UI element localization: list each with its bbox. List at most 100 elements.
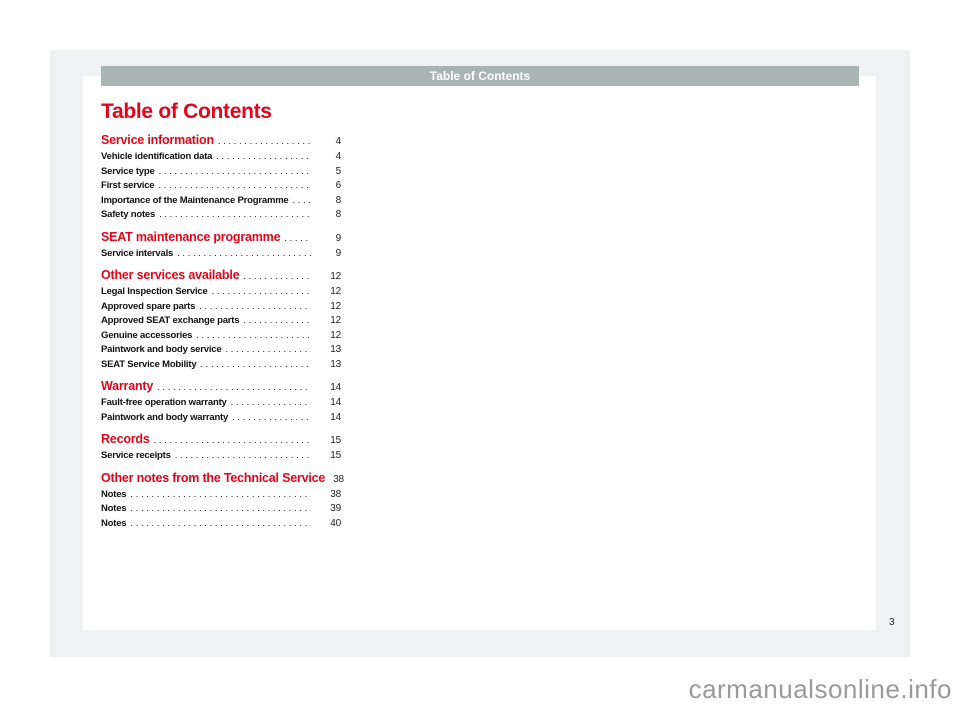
dot-leader [225,344,311,355]
toc-page-number: 15 [330,450,341,461]
toc-label: Service receipts [101,450,171,461]
toc-label: Service information [101,133,214,147]
dot-leader [200,359,311,370]
toc-entry[interactable]: Importance of the Maintenance Programme 8 [101,195,341,210]
toc-section[interactable]: Other notes from the Technical Service 38 [101,470,344,489]
dot-leader [159,209,311,220]
toc-entry[interactable]: First service 6 [101,180,341,195]
toc-page-number: 13 [330,358,341,370]
toc-page-number: 12 [330,300,341,312]
toc-label: Service type [101,165,155,177]
dot-leader [293,195,311,206]
toc-entry[interactable]: Genuine accessories 12 [101,330,341,345]
toc-section[interactable]: SEAT maintenance programme 9 [101,230,341,248]
toc-label: Genuine accessories [101,329,193,341]
toc-section[interactable]: Service information 4 [101,133,341,151]
toc-page-number: 4 [335,136,342,147]
table-of-contents: Service information4Vehicle identificati… [101,133,344,533]
running-header: Table of Contents [101,66,859,86]
dot-leader [130,503,311,514]
toc-page-number: 12 [330,329,341,341]
toc-section[interactable]: Warranty 14 [101,379,341,397]
toc-label: Notes [101,488,127,500]
toc-page-number: 8 [335,194,342,206]
toc-label: Notes [101,503,127,514]
toc-page-number: 12 [330,271,341,282]
toc-label: Paintwork and body warranty [101,411,229,423]
toc-label: Safety notes [101,209,156,220]
page-title: Table of Contents [101,100,272,123]
toc-page-number: 13 [330,344,341,355]
watermark: carmanualsonline.info [688,674,952,704]
toc-label: Paintwork and body service [101,344,222,355]
toc-section[interactable]: Other services available 12 [101,268,341,286]
dot-leader [284,233,311,244]
toc-entry[interactable]: Notes 39 [101,503,341,518]
toc-label: Warranty [101,379,154,393]
toc-label: Fault-free operation warranty [101,397,227,408]
dot-leader [158,180,311,191]
toc-page-number: 12 [330,286,341,297]
toc-label: First service [101,180,155,191]
toc-page-number: 5 [335,165,342,177]
dot-leader [130,518,311,529]
dot-leader [130,489,311,500]
dot-leader [212,286,311,297]
dot-leader [218,136,311,147]
toc-label: Other services available [101,268,240,282]
toc-label: SEAT maintenance programme [101,229,281,244]
toc-page-number: 14 [330,382,341,393]
toc-entry[interactable]: Paintwork and body service 13 [101,344,341,359]
toc-page-number: 40 [330,517,341,529]
dot-leader [157,382,311,393]
toc-entry[interactable]: Paintwork and body warranty 14 [101,412,341,427]
toc-page-number: 8 [335,209,342,220]
toc-label: Approved SEAT exchange parts [101,315,240,326]
toc-page-number: 4 [335,151,342,162]
dot-leader [231,397,311,408]
dot-leader [159,166,311,177]
dot-leader [216,151,311,162]
toc-page-number: 9 [335,232,342,244]
toc-page-number: 15 [330,435,341,446]
toc-entry[interactable]: SEAT Service Mobility 13 [101,359,341,374]
dot-leader [175,450,311,461]
toc-label: Service intervals [101,247,174,259]
dot-leader [243,271,311,282]
toc-label: Notes [101,517,127,529]
toc-section[interactable]: Records 15 [101,432,341,450]
toc-entry[interactable]: Approved spare parts 12 [101,301,341,316]
toc-label: Vehicle identification data [101,151,213,162]
toc-label: Records [101,432,150,446]
toc-page-number: 6 [335,180,342,191]
toc-page-number: 39 [330,503,341,514]
dot-leader [199,301,311,312]
toc-entry[interactable]: Notes 38 [101,489,341,504]
toc-entry[interactable]: Service intervals 9 [101,248,341,263]
toc-label: Approved spare parts [101,300,196,312]
toc-page-number: 14 [330,397,341,408]
toc-page-number: 9 [335,247,342,259]
dot-leader [232,412,311,423]
dot-leader [243,315,311,326]
dot-leader [177,248,311,259]
toc-entry[interactable]: Service receipts 15 [101,450,341,465]
toc-entry[interactable]: Notes 40 [101,518,341,533]
toc-entry[interactable]: Safety notes 8 [101,209,341,224]
toc-label: Importance of the Maintenance Programme [101,194,289,206]
toc-label: SEAT Service Mobility [101,358,197,370]
toc-page-number: 38 [330,488,341,500]
toc-entry[interactable]: Vehicle identification data 4 [101,151,341,166]
page-number: 3 [889,617,895,628]
toc-page-number: 14 [330,411,341,423]
dot-leader [196,330,311,341]
toc-entry[interactable]: Approved SEAT exchange parts 12 [101,315,341,330]
toc-page-number: 12 [330,315,341,326]
dot-leader [154,435,311,446]
toc-label: Legal Inspection Service [101,286,208,297]
toc-page-number: 38 [333,473,344,485]
toc-entry[interactable]: Fault-free operation warranty 14 [101,397,341,412]
toc-entry[interactable]: Service type 5 [101,166,341,181]
toc-entry[interactable]: Legal Inspection Service 12 [101,286,341,301]
toc-label: Other notes from the Technical Service [101,470,326,485]
